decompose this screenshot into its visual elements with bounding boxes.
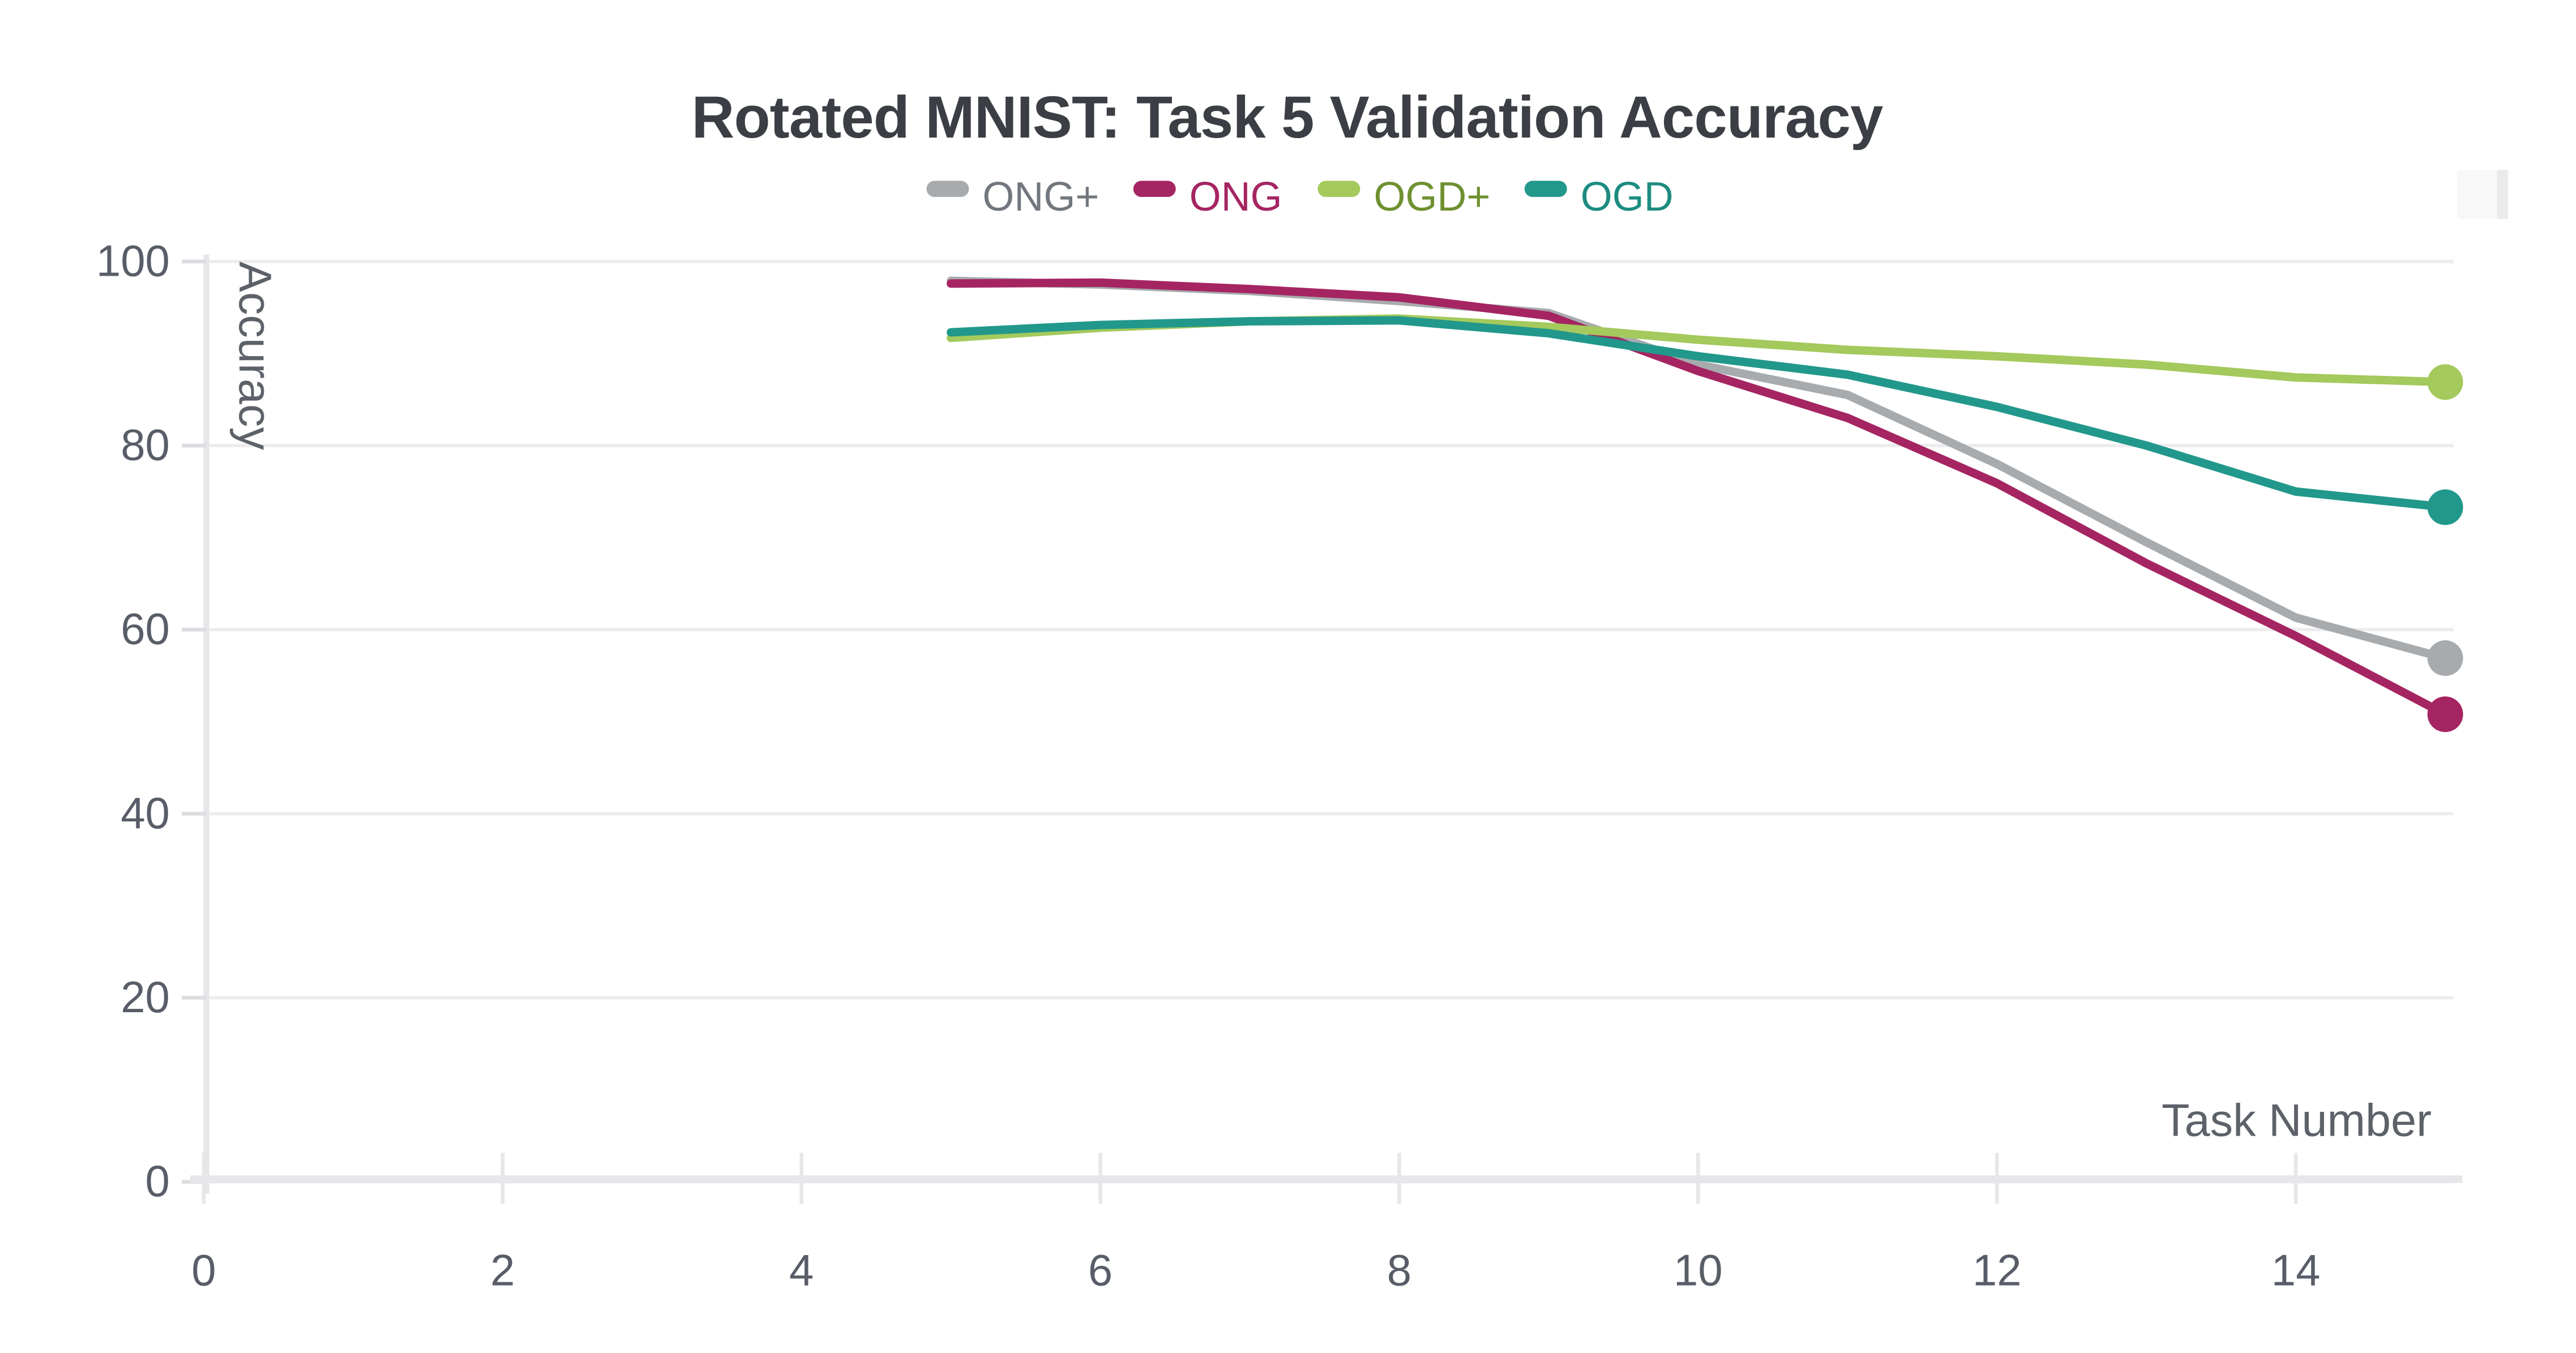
corner-widget-icon[interactable] [2457, 169, 2509, 219]
legend: ONG+ ONG OGD+ OGD [926, 174, 1674, 220]
series-lines [947, 276, 2463, 733]
legend-item-OGD[interactable]: OGD [1524, 174, 1674, 220]
corner-widget-body [2457, 169, 2498, 219]
series-line-OGD[interactable] [947, 316, 2450, 512]
tick-labels: 0 20 40 60 80 100 0 2 4 6 8 10 12 14 [96, 236, 2321, 1295]
y-tick-label-60: 60 [121, 604, 170, 654]
x-tick-label-8: 8 [1387, 1245, 1411, 1295]
gridlines [206, 259, 2454, 1184]
legend-swatch-OGD+ [1317, 181, 1360, 197]
chart-title: Rotated MNIST: Task 5 Validation Accurac… [692, 84, 1883, 151]
series-endpoint-ONG[interactable] [2427, 696, 2463, 733]
y-tick-label-100: 100 [96, 236, 170, 285]
x-tick-label-14: 14 [2271, 1245, 2321, 1295]
axes [181, 254, 2463, 1204]
x-tick-label-0: 0 [191, 1245, 216, 1295]
legend-swatch-OGD [1524, 181, 1567, 197]
legend-label-OGD+: OGD+ [1373, 174, 1490, 220]
series-endpoint-OGD+[interactable] [2427, 364, 2463, 400]
y-tick-label-40: 40 [121, 788, 170, 838]
series-endpoint-OGD[interactable] [2427, 489, 2463, 525]
legend-item-ONG[interactable]: ONG [1133, 174, 1282, 220]
y-tick-label-0: 0 [146, 1156, 170, 1206]
legend-label-OGD: OGD [1581, 174, 1674, 220]
x-tick-label-10: 10 [1674, 1245, 1723, 1295]
series-line-ONG[interactable] [947, 278, 2450, 719]
legend-swatch-ONG+ [926, 181, 969, 197]
x-tick-label-6: 6 [1088, 1245, 1112, 1295]
x-axis-title: Task Number [2162, 1095, 2432, 1146]
x-tick-label-2: 2 [490, 1245, 515, 1295]
y-axis-title: Accuracy [229, 262, 280, 450]
legend-label-ONG: ONG [1189, 174, 1282, 220]
legend-swatch-ONG [1133, 181, 1176, 197]
legend-item-ONG+[interactable]: ONG+ [926, 174, 1099, 220]
x-tick-label-4: 4 [789, 1245, 814, 1295]
x-tick-label-12: 12 [1972, 1245, 2022, 1295]
legend-item-OGD+[interactable]: OGD+ [1317, 174, 1490, 220]
corner-widget-edge [2497, 169, 2509, 219]
y-tick-label-80: 80 [121, 420, 170, 470]
y-tick-label-20: 20 [121, 972, 170, 1022]
series-endpoint-ONG+[interactable] [2427, 640, 2463, 677]
legend-label-ONG+: ONG+ [982, 174, 1099, 220]
